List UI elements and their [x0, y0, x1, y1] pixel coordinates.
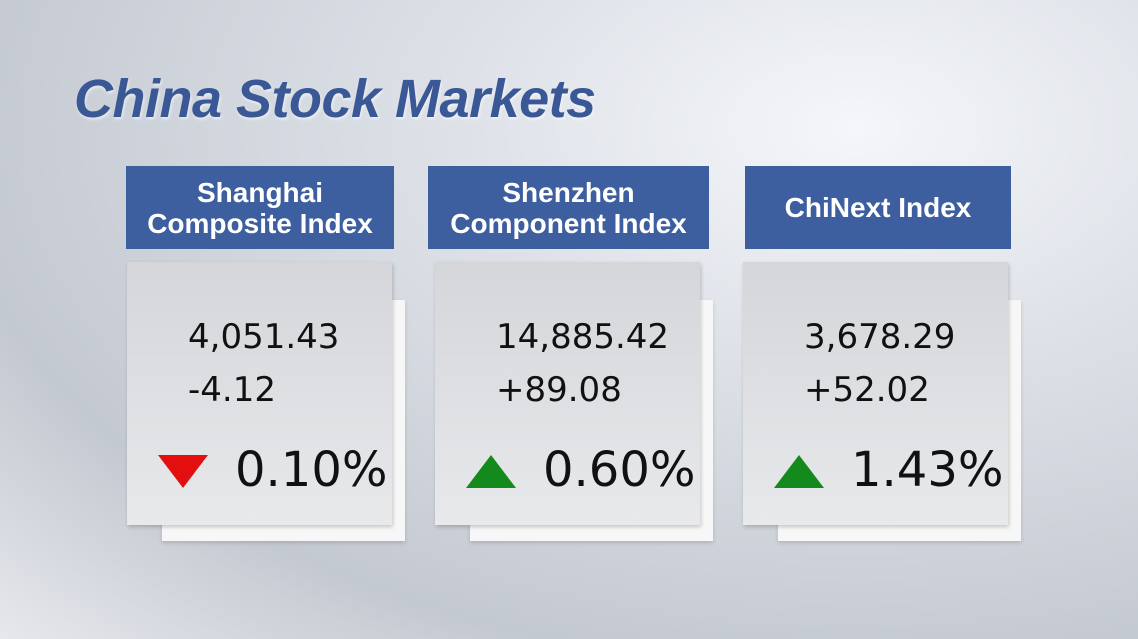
- card-header: Shanghai Composite Index: [126, 166, 394, 249]
- arrow-icon: [158, 455, 208, 488]
- arrow-up: [466, 455, 516, 488]
- arrow-icon: [774, 455, 824, 488]
- index-name: ChiNext Index: [784, 192, 972, 223]
- index-value: 4,051.43: [188, 317, 340, 357]
- index-name: Composite Index: [147, 207, 373, 239]
- title: China Stock Markets: [74, 69, 596, 129]
- card-body: 14,885.42 +89.08 0.60%: [435, 262, 700, 525]
- percent-change: 0.10%: [235, 442, 388, 498]
- card-header: ChiNext Index: [745, 166, 1011, 249]
- card-body: 4,051.43 -4.12 0.10%: [127, 262, 392, 525]
- arrow-icon: [466, 455, 516, 488]
- index-change: +52.02: [804, 370, 930, 410]
- index-change: +89.08: [496, 370, 622, 410]
- index-change: -4.12: [188, 370, 276, 410]
- arrow-down: [158, 455, 208, 488]
- index-value: 3,678.29: [804, 317, 956, 357]
- arrow-up: [774, 455, 824, 488]
- index-name: Shanghai: [196, 176, 323, 208]
- card-body: 3,678.29 +52.02 1.43%: [743, 262, 1008, 525]
- percent-change: 1.43%: [851, 442, 1004, 498]
- percent-change: 0.60%: [543, 442, 696, 498]
- card-header: Shenzhen Component Index: [428, 166, 709, 249]
- index-value: 14,885.42: [496, 317, 670, 357]
- index-name: Shenzhen: [502, 176, 635, 208]
- index-name: Component Index: [450, 207, 687, 239]
